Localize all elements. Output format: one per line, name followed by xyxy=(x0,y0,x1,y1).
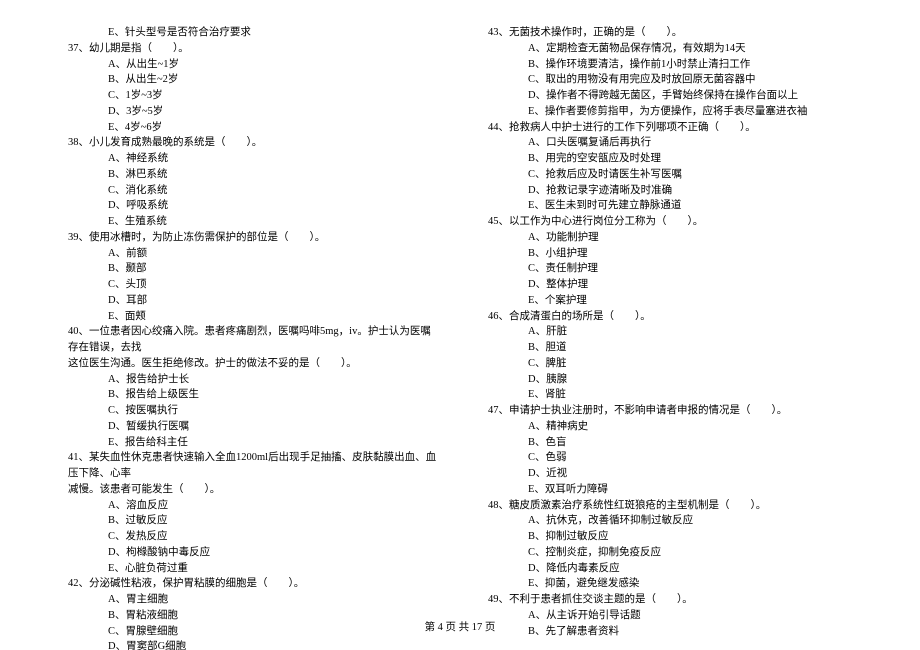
q45-opt-d: D、整体护理 xyxy=(480,277,860,293)
q41-line1: 41、某失血性休克患者快速输入全血1200ml后出现手足抽搐、皮肤黏膜出血、血压… xyxy=(60,450,440,482)
q40-opt-e: E、报告给科主任 xyxy=(60,435,440,451)
q37: 37、幼儿期是指（ ）。 xyxy=(60,41,440,57)
q41-opt-e: E、心脏负荷过重 xyxy=(60,561,440,577)
q41-opt-a: A、溶血反应 xyxy=(60,498,440,514)
q39-opt-d: D、耳部 xyxy=(60,293,440,309)
q47-opt-c: C、色弱 xyxy=(480,450,860,466)
q46-opt-d: D、胰腺 xyxy=(480,372,860,388)
page-footer: 第 4 页 共 17 页 xyxy=(0,620,920,636)
q41-line2: 减慢。该患者可能发生（ ）。 xyxy=(60,482,440,498)
q39: 39、使用冰槽时，为防止冻伤需保护的部位是（ ）。 xyxy=(60,230,440,246)
q38-opt-e: E、生殖系统 xyxy=(60,214,440,230)
q43-opt-c: C、取出的用物没有用完应及时放回原无菌容器中 xyxy=(480,72,860,88)
q43-opt-d: D、操作者不得跨越无菌区，手臂始终保持在操作台面以上 xyxy=(480,88,860,104)
q45: 45、以工作为中心进行岗位分工称为（ ）。 xyxy=(480,214,860,230)
q39-opt-e: E、面颊 xyxy=(60,309,440,325)
q43: 43、无菌技术操作时，正确的是（ ）。 xyxy=(480,25,860,41)
q39-opt-b: B、颞部 xyxy=(60,261,440,277)
q38-opt-c: C、消化系统 xyxy=(60,183,440,199)
q39-opt-a: A、前额 xyxy=(60,246,440,262)
q40-opt-a: A、报告给护士长 xyxy=(60,372,440,388)
q38-opt-a: A、神经系统 xyxy=(60,151,440,167)
q47-opt-b: B、色盲 xyxy=(480,435,860,451)
q45-opt-e: E、个案护理 xyxy=(480,293,860,309)
q48-opt-e: E、抑菌，避免继发感染 xyxy=(480,576,860,592)
q37-opt-e: E、4岁~6岁 xyxy=(60,120,440,136)
q41-opt-d: D、枸橼酸钠中毒反应 xyxy=(60,545,440,561)
q44-opt-c: C、抢救后应及时请医生补写医嘱 xyxy=(480,167,860,183)
q40-line2: 这位医生沟通。医生拒绝修改。护士的做法不妥的是（ ）。 xyxy=(60,356,440,372)
q47-opt-d: D、近视 xyxy=(480,466,860,482)
prev-q-opt-e: E、针头型号是否符合治疗要求 xyxy=(60,25,440,41)
q46-opt-a: A、肝脏 xyxy=(480,324,860,340)
q42-opt-d: D、胃窦部G细胞 xyxy=(60,639,440,650)
q37-opt-c: C、1岁~3岁 xyxy=(60,88,440,104)
q37-opt-a: A、从出生~1岁 xyxy=(60,57,440,73)
q44-opt-e: E、医生未到时可先建立静脉通道 xyxy=(480,198,860,214)
q48: 48、糖皮质激素治疗系统性红斑狼疮的主型机制是（ ）。 xyxy=(480,498,860,514)
right-column: 43、无菌技术操作时，正确的是（ ）。 A、定期检查无菌物品保存情况，有效期为1… xyxy=(460,25,860,650)
q37-opt-d: D、3岁~5岁 xyxy=(60,104,440,120)
q39-opt-c: C、头顶 xyxy=(60,277,440,293)
q40-opt-c: C、按医嘱执行 xyxy=(60,403,440,419)
q48-opt-a: A、抗休克，改善循环抑制过敏反应 xyxy=(480,513,860,529)
q38: 38、小儿发育成熟最晚的系统是（ ）。 xyxy=(60,135,440,151)
q37-opt-b: B、从出生~2岁 xyxy=(60,72,440,88)
q38-opt-b: B、淋巴系统 xyxy=(60,167,440,183)
q43-opt-a: A、定期检查无菌物品保存情况，有效期为14天 xyxy=(480,41,860,57)
q44: 44、抢救病人中护士进行的工作下列哪项不正确（ ）。 xyxy=(480,120,860,136)
exam-page: E、针头型号是否符合治疗要求 37、幼儿期是指（ ）。 A、从出生~1岁 B、从… xyxy=(0,0,920,650)
q44-opt-d: D、抢救记录字迹清晰及时准确 xyxy=(480,183,860,199)
q42-opt-a: A、胃主细胞 xyxy=(60,592,440,608)
q40-opt-b: B、报告给上级医生 xyxy=(60,387,440,403)
q46-opt-c: C、脾脏 xyxy=(480,356,860,372)
q47: 47、申请护士执业注册时，不影响申请者申报的情况是（ ）。 xyxy=(480,403,860,419)
q45-opt-b: B、小组护理 xyxy=(480,246,860,262)
q45-opt-c: C、责任制护理 xyxy=(480,261,860,277)
q46-opt-b: B、胆道 xyxy=(480,340,860,356)
q42: 42、分泌碱性粘液，保护胃粘膜的细胞是（ ）。 xyxy=(60,576,440,592)
q49: 49、不利于患者抓住交谈主题的是（ ）。 xyxy=(480,592,860,608)
q48-opt-c: C、控制炎症，抑制免疫反应 xyxy=(480,545,860,561)
q41-opt-b: B、过敏反应 xyxy=(60,513,440,529)
q38-opt-d: D、呼吸系统 xyxy=(60,198,440,214)
q47-opt-e: E、双耳听力障碍 xyxy=(480,482,860,498)
q40-opt-d: D、暂缓执行医嘱 xyxy=(60,419,440,435)
q43-opt-e: E、操作者要修剪指甲，为方便操作，应将手表尽量塞进衣袖 xyxy=(480,104,860,120)
q47-opt-a: A、精神病史 xyxy=(480,419,860,435)
q45-opt-a: A、功能制护理 xyxy=(480,230,860,246)
q46-opt-e: E、肾脏 xyxy=(480,387,860,403)
left-column: E、针头型号是否符合治疗要求 37、幼儿期是指（ ）。 A、从出生~1岁 B、从… xyxy=(60,25,460,650)
q46: 46、合成清蛋白的场所是（ ）。 xyxy=(480,309,860,325)
q44-opt-b: B、用完的空安瓿应及时处理 xyxy=(480,151,860,167)
q48-opt-b: B、抑制过敏反应 xyxy=(480,529,860,545)
q43-opt-b: B、操作环境要清洁，操作前1小时禁止清扫工作 xyxy=(480,57,860,73)
q44-opt-a: A、口头医嘱复诵后再执行 xyxy=(480,135,860,151)
q40-line1: 40、一位患者因心绞痛入院。患者疼痛剧烈，医嘱吗啡5mg，iv。护士认为医嘱存在… xyxy=(60,324,440,356)
q48-opt-d: D、降低内毒素反应 xyxy=(480,561,860,577)
q41-opt-c: C、发热反应 xyxy=(60,529,440,545)
